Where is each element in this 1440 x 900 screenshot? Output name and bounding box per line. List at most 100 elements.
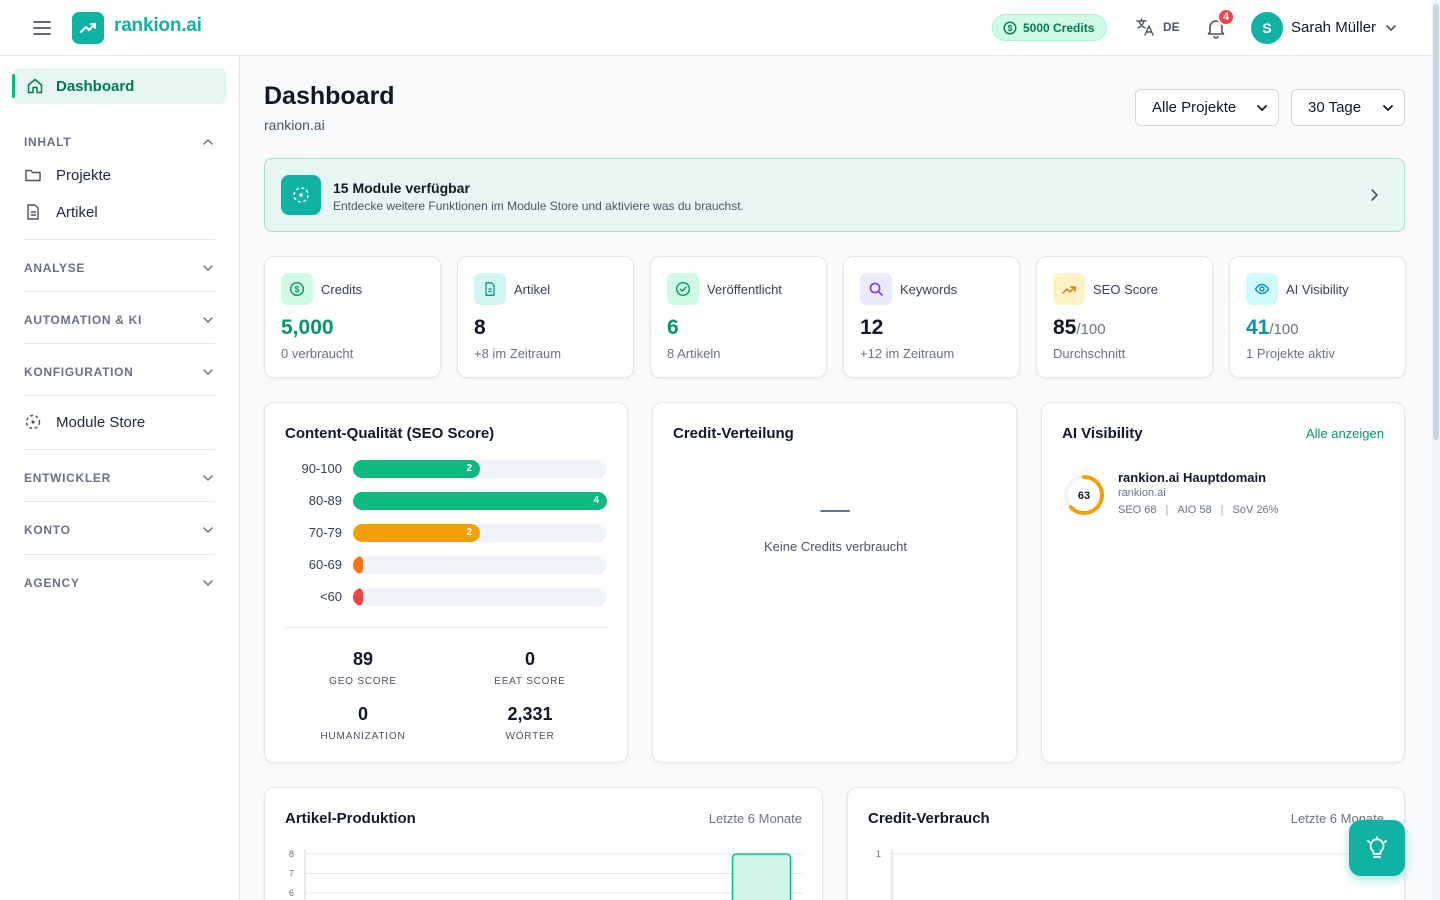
language-switcher[interactable]: DE <box>1135 18 1180 36</box>
credits-badge[interactable]: $ 5000 Credits <box>992 14 1108 41</box>
search-icon <box>860 273 892 305</box>
sidebar-item-label: Module Store <box>56 413 146 431</box>
sidebar-item-projekte[interactable]: Projekte <box>24 164 111 186</box>
sidebar-section-konto[interactable]: KONTO <box>24 520 215 540</box>
stat-card-credits[interactable]: $ Credits 5,000 0 verbraucht <box>264 256 441 378</box>
stat-subtext: 8 Artikeln <box>667 346 721 361</box>
svg-text:$: $ <box>295 284 300 294</box>
section-label: AGENCY <box>24 576 80 590</box>
app-name[interactable]: rankion.ai <box>114 15 202 36</box>
avatar[interactable]: S <box>1251 12 1283 44</box>
bar-count: 2 <box>466 463 472 474</box>
section-label: ENTWICKLER <box>24 471 111 485</box>
section-label: AUTOMATION & KI <box>24 313 143 327</box>
sidebar-section-inhalt[interactable]: INHALT <box>24 132 215 152</box>
stat-subtext: 1 Projekte aktiv <box>1246 346 1335 361</box>
chevron-down-icon <box>1257 104 1267 111</box>
stat-label: Keywords <box>900 282 958 297</box>
bar-count: 4 <box>593 495 599 506</box>
article-production-card: Artikel-Produktion Letzte 6 Monate 8 7 6 <box>264 787 823 900</box>
logo-icon[interactable] <box>72 12 104 44</box>
bar-track: 2 <box>353 524 607 542</box>
bar-label: 80-89 <box>308 493 342 508</box>
card-title: Credit-Verbrauch <box>868 810 990 827</box>
chevron-down-icon[interactable] <box>1384 21 1398 35</box>
folder-icon <box>25 169 41 182</box>
home-icon <box>27 78 43 94</box>
module-icon <box>281 175 321 215</box>
project-select[interactable]: Alle Projekte <box>1135 89 1279 126</box>
chevron-down-icon <box>203 265 213 272</box>
stat-card-ai-visibility[interactable]: AI Visibility 41/100 1 Projekte aktiv <box>1229 256 1406 378</box>
sidebar-section-automation[interactable]: AUTOMATION & KI <box>24 310 215 330</box>
metric-value: 2,331 <box>507 704 553 724</box>
sov-metric: SoV 26% <box>1232 504 1279 516</box>
stat-value: 12 <box>860 316 884 339</box>
article-production-chart: 8 7 6 <box>289 849 803 900</box>
sidebar-section-analyse[interactable]: ANALYSE <box>24 258 215 278</box>
y-tick-label: 6 <box>289 888 294 898</box>
module-store-banner[interactable]: 15 Module verfügbar Entdecke weitere Fun… <box>264 158 1405 232</box>
dollar-icon: $ <box>1003 20 1017 35</box>
page-scrollbar[interactable] <box>1432 0 1440 900</box>
stat-value: 6 <box>667 316 679 339</box>
bar-fill: 2 <box>353 460 480 478</box>
divider <box>24 291 215 292</box>
bar-fill: 4 <box>353 492 607 510</box>
sidebar-item-label: Projekte <box>56 166 112 184</box>
page-subtitle: rankion.ai <box>264 117 325 133</box>
domain-metrics: SEO 68 | AIO 58 | SoV 26% <box>1118 504 1279 516</box>
sidebar-section-entwickler[interactable]: ENTWICKLER <box>24 468 215 488</box>
user-name[interactable]: Sarah Müller <box>1291 19 1377 36</box>
sidebar-section-konfiguration[interactable]: KONFIGURATION <box>24 362 215 382</box>
check-circle-icon <box>667 273 699 305</box>
scrollbar-thumb[interactable] <box>1433 4 1439 440</box>
score-bar-row: <60 <box>285 587 607 607</box>
bar-fill <box>353 588 363 606</box>
notification-count-badge: 4 <box>1217 8 1235 26</box>
stat-card-seo-score[interactable]: SEO Score 85/100 Durchschnitt <box>1036 256 1213 378</box>
stat-subtext: 0 verbraucht <box>281 346 354 361</box>
bar-track <box>353 556 607 574</box>
sidebar-item-label: Artikel <box>56 203 98 221</box>
metric-label: WÖRTER <box>505 731 555 742</box>
menu-icon[interactable] <box>28 16 56 40</box>
period-select[interactable]: 30 Tage <box>1291 89 1405 126</box>
stat-card-keywords[interactable]: Keywords 12 +12 im Zeitraum <box>843 256 1020 378</box>
visibility-item[interactable]: 63 rankion.ai Hauptdomain rankion.ai SEO… <box>1062 470 1386 521</box>
chevron-right-icon[interactable] <box>1366 187 1382 203</box>
domain-name: rankion.ai Hauptdomain <box>1118 470 1267 485</box>
metric-value: 89 <box>352 649 374 669</box>
sidebar-item-module-store[interactable]: Module Store <box>24 411 145 433</box>
stat-card-artikel[interactable]: Artikel 8 +8 im Zeitraum <box>457 256 634 378</box>
stat-value: 85/100 <box>1053 316 1106 339</box>
stat-card-ver-ffentlicht[interactable]: Veröffentlicht 6 8 Artikeln <box>650 256 827 378</box>
tips-button[interactable] <box>1349 820 1405 876</box>
sidebar-item-artikel[interactable]: Artikel <box>24 201 98 223</box>
score-bar-row: 80-89 4 <box>285 491 607 511</box>
banner-text: Entdecke weitere Funktionen im Module St… <box>333 199 744 213</box>
sidebar: Dashboard INHALT Projekte Artikel ANALYS… <box>0 56 240 900</box>
card-title: Credit-Verteilung <box>673 425 794 442</box>
card-title: Artikel-Produktion <box>285 810 416 827</box>
show-all-link[interactable]: Alle anzeigen <box>1305 426 1384 441</box>
bar-fill <box>353 556 363 574</box>
score-bar-row: 70-79 2 <box>285 523 607 543</box>
card-title: AI Visibility <box>1062 425 1143 442</box>
section-label: INHALT <box>24 135 72 149</box>
chevron-down-icon <box>203 369 213 376</box>
score-bar-row: 90-100 2 <box>285 459 607 479</box>
y-tick-label: 8 <box>289 849 294 859</box>
seo-metric: SEO 68 <box>1118 504 1157 516</box>
ai-visibility-card: AI Visibility Alle anzeigen 63 rankion.a… <box>1041 402 1405 763</box>
stat-label: Artikel <box>514 282 551 297</box>
sidebar-section-agency[interactable]: AGENCY <box>24 573 215 593</box>
sidebar-item-dashboard[interactable]: Dashboard <box>12 68 227 104</box>
bar-track: 2 <box>353 460 607 478</box>
top-bar: rankion.ai $ 5000 Credits DE 4 S Sarah M… <box>0 0 1432 56</box>
divider <box>24 554 215 555</box>
credit-distribution-card: Credit-Verteilung Keine Credits verbrauc… <box>652 402 1017 763</box>
sidebar-item-label: Dashboard <box>56 77 135 95</box>
bar-label: 90-100 <box>301 461 342 476</box>
credit-usage-chart: 1 <box>876 849 1385 900</box>
